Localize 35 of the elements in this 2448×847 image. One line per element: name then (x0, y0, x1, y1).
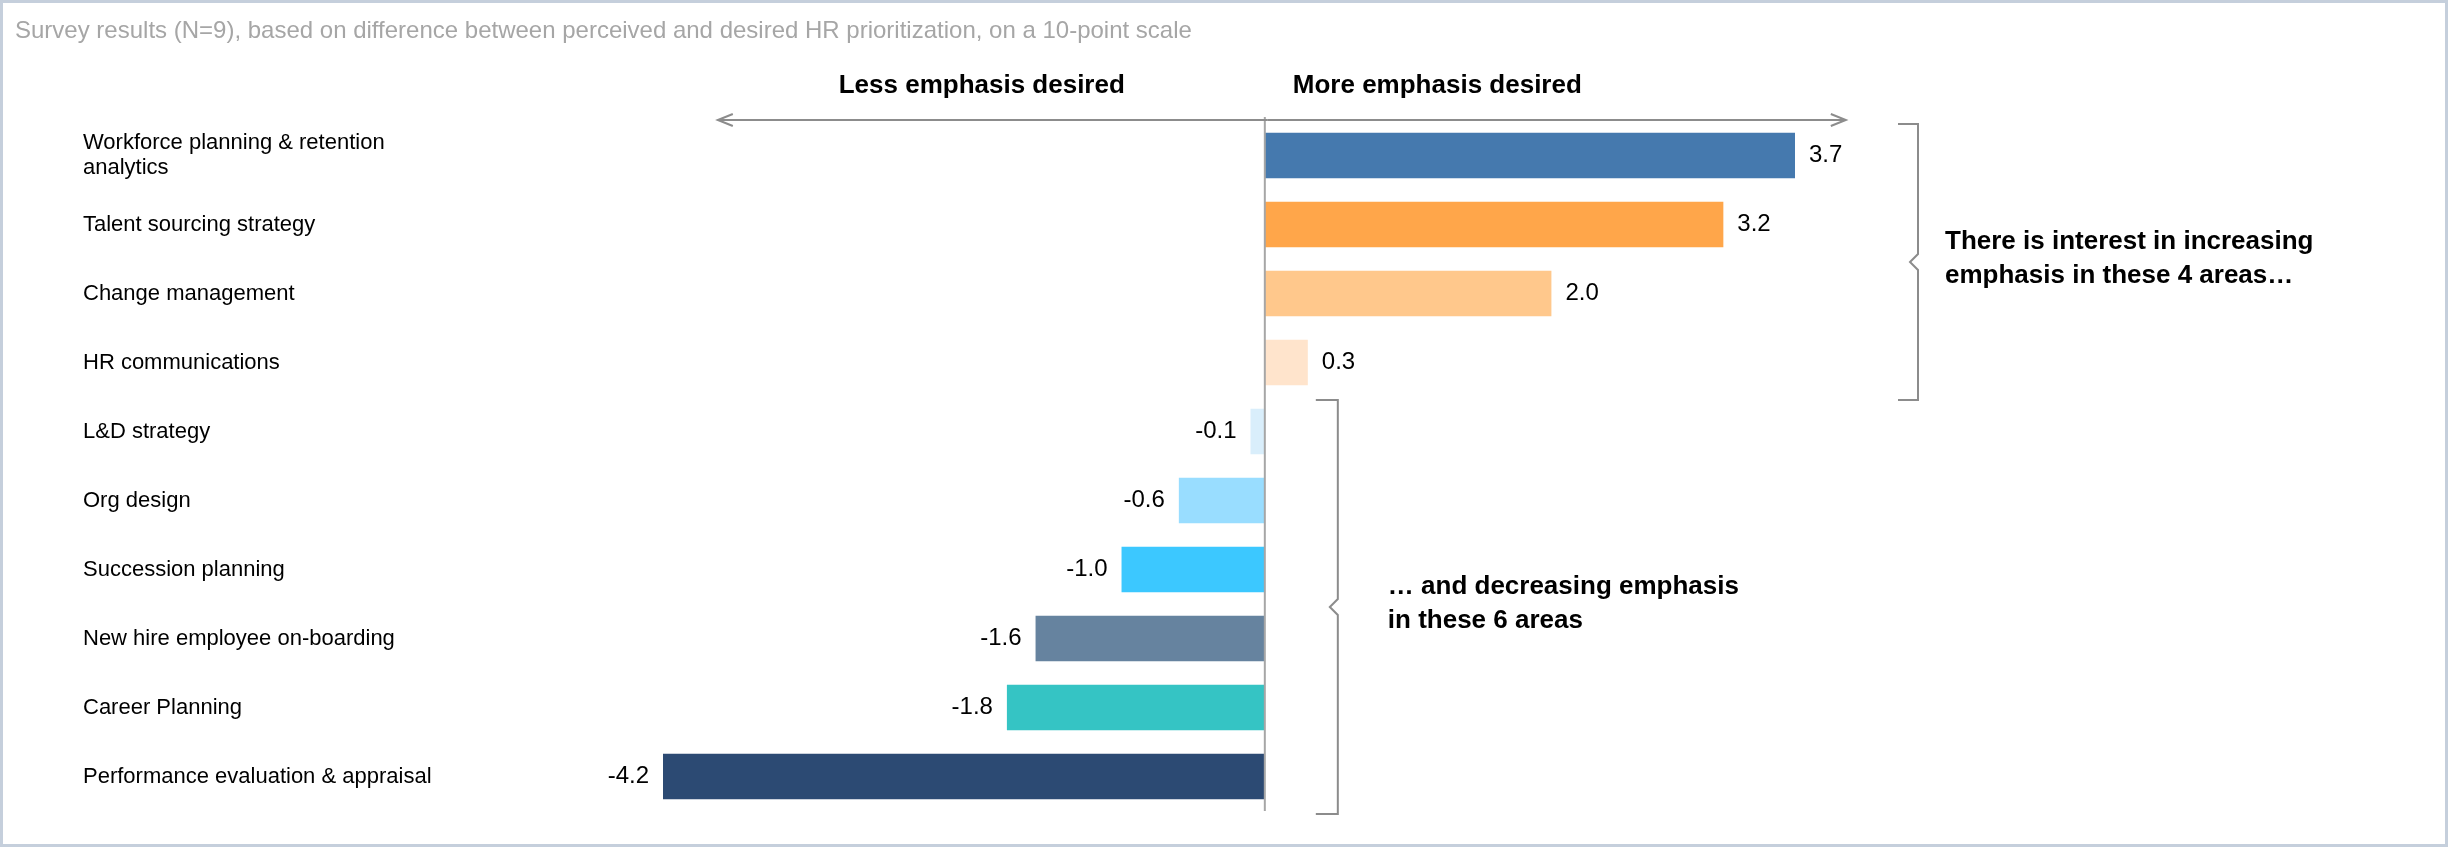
y-tick-label: L&D strategy (83, 417, 211, 443)
data-label: 2.0 (1565, 278, 1599, 306)
data-label: 3.2 (1737, 209, 1771, 237)
bar (1250, 408, 1265, 455)
y-tick-label: Org design (83, 486, 191, 512)
y-tick-label: Workforce planning & retention analytics (83, 129, 385, 179)
y-tick-label: New hire employee on-boarding (83, 624, 395, 650)
y-tick-label: Change management (83, 279, 295, 305)
data-label: -1.6 (980, 623, 1022, 651)
text: Less emphasis desired (838, 69, 1125, 100)
data-label: -0.1 (1195, 416, 1237, 444)
text: There is interest in increasing emphasis in these 4 areas… (1945, 225, 2314, 290)
bar (1264, 270, 1552, 317)
y-tick-label: Talent sourcing strategy (83, 210, 316, 236)
data-label: -4.2 (607, 761, 649, 789)
annotation: … and decreasing emphasis in these 6 areas (1387, 570, 1739, 635)
data-label: -0.6 (1123, 485, 1165, 513)
bar (1006, 684, 1265, 731)
data-label: 0.3 (1321, 347, 1356, 375)
data-label: -1.0 (1066, 554, 1108, 582)
data-label: -1.8 (951, 692, 993, 720)
bar (1178, 477, 1265, 524)
y-tick-label: Succession planning (83, 555, 285, 581)
y-tick-label: HR communications (83, 348, 280, 374)
bar (1264, 201, 1724, 248)
bar (1264, 339, 1308, 386)
text: More emphasis desired (1292, 69, 1582, 100)
y-tick-label: Performance evaluation & appraisal (83, 762, 432, 788)
data-label: 3.7 (1809, 140, 1843, 168)
bar (1264, 132, 1795, 179)
bar (1121, 546, 1265, 593)
chart-title: Survey results (N=9), based on difference between perceived and desired HR prioritization, on a 10-point scale (15, 15, 1192, 43)
bar (663, 753, 1265, 800)
bar (1035, 615, 1265, 662)
y-tick-label: Career Planning (83, 693, 242, 719)
